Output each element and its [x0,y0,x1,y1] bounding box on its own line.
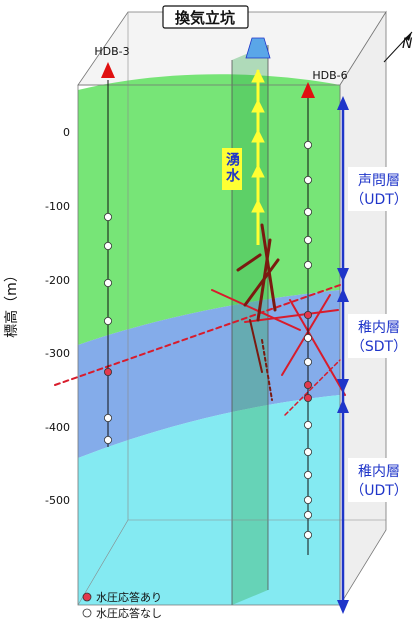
legend-response-no: 水圧応答なし [96,606,162,620]
tick-label: -100 [45,200,70,213]
shaft-label-box [162,5,249,29]
layer-code: （UDT） [350,483,408,499]
tick-label: -500 [45,494,70,507]
y-axis-label: 標高（m） [3,268,20,338]
layer-code: （SDT） [351,339,407,355]
layer-udt-upper [78,74,340,346]
layer-label-koetoi: 声問層 （UDT） [348,167,410,211]
layer-label-wakkanai-sdt: 稚内層 （SDT） [348,314,410,358]
layer-name: 声問層 [358,173,400,189]
sensor-point [303,420,312,429]
legend: 水圧応答あり 水圧応答なし [82,590,162,620]
sensor-point [303,357,312,366]
sensor-point [303,235,312,244]
sensor-point [303,531,312,540]
shaft-marker [245,37,271,59]
sensor-point [104,316,113,325]
layer-brackets [337,96,349,614]
sensor-point [303,140,312,149]
sensor-points [104,140,312,540]
sensor-point [104,241,113,250]
sensor-point [303,380,312,389]
sensor-point [104,212,113,221]
sensor-point [303,393,312,402]
tick-label: 0 [63,126,70,139]
y-axis-ticks: 0 -100 -200 -300 -400 -500 [45,126,70,507]
tick-label: -300 [45,347,70,360]
hdb3-label: HDB-3 [94,45,129,58]
tick-label: -400 [45,421,70,434]
hdb6-marker [301,82,315,98]
sensor-point [303,495,312,504]
sensor-point [303,333,312,342]
layer-name: 稚内層 [358,320,400,336]
legend-red-dot-icon [82,592,92,602]
sensor-point [104,435,113,444]
tick-label: -200 [45,274,70,287]
layer-sdt [78,290,340,458]
sensor-point [104,413,113,422]
sensor-point [104,278,113,287]
sensor-point [303,470,312,479]
inflow-text: 湧水 [224,152,240,184]
north-label: N [402,36,413,52]
layer-udt-lower [78,395,340,605]
sensor-point [104,367,113,376]
legend-response-yes: 水圧応答あり [96,590,162,604]
layer-code: （UDT） [350,192,408,208]
inflow-arrows [251,68,265,245]
sensor-point [303,207,312,216]
hdb6-label: HDB-6 [312,69,347,82]
north-arrow-icon [383,31,413,63]
side-bottom-edge [77,519,129,606]
shaft-column [232,45,268,605]
hdb3-marker [101,62,115,78]
sensor-point [303,260,312,269]
sensor-point [303,175,312,184]
sensor-point [303,447,312,456]
legend-white-dot-icon [82,608,92,618]
layer-name: 稚内層 [358,464,400,480]
inflow-label: 湧水 [222,148,242,190]
shaft-label: 換気立坑 [175,9,235,27]
sensor-point [303,310,312,319]
layer-label-wakkanai-udt: 稚内層 （UDT） [348,458,410,502]
right-side-face [339,10,387,607]
sensor-point [303,510,312,519]
